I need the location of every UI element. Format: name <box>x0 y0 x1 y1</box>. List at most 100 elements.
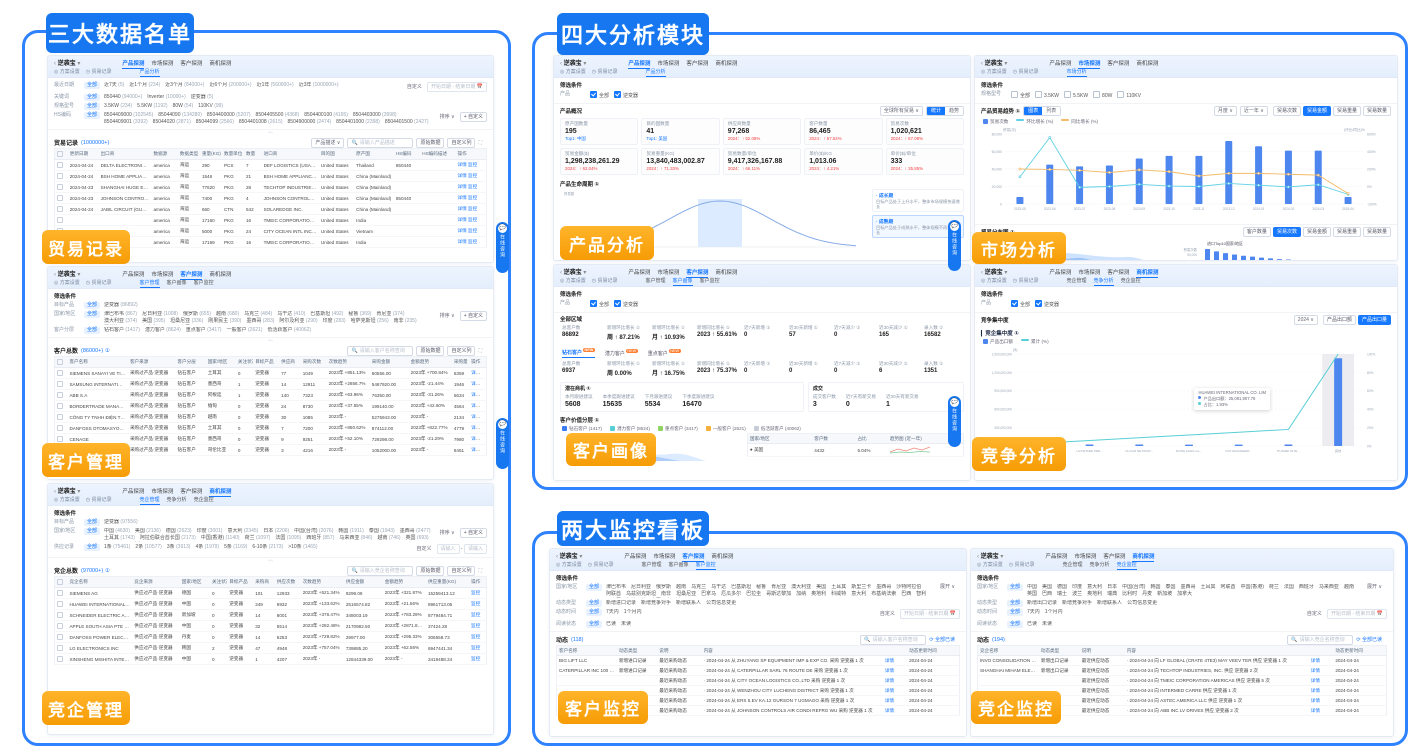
expand-table-icon[interactable]: ⛶ <box>478 567 482 574</box>
filter-all-chip[interactable]: 全部 <box>84 302 101 309</box>
table-row[interactable]: BIG LIFT LLC 新增进口记录 最近采购动态 · 2024-04-24 从 Z… <box>556 655 960 666</box>
sort-link[interactable]: 排序 ∨ <box>439 114 455 120</box>
column-header[interactable]: 供应重量(KG) <box>425 576 470 588</box>
filter-option[interactable]: 85044090 (134280) <box>158 112 202 118</box>
checkbox-icon[interactable] <box>590 91 597 98</box>
filter-option[interactable]: 尼日利亚 <box>631 584 652 590</box>
filter-option[interactable]: 新增进口记录 <box>606 600 637 606</box>
filter-option[interactable]: 逆变器 (97556) <box>104 519 138 525</box>
trade-scope-select[interactable]: 全球所有贸易 ∨ <box>879 106 923 116</box>
tab-客户探测[interactable]: 客户探测 <box>682 553 705 562</box>
tab-市场探测[interactable]: 市场探测 <box>1078 269 1101 276</box>
legend-item[interactable]: 一般客户 (2621) <box>705 426 746 432</box>
action-link-监控[interactable]: 监控 <box>468 239 478 244</box>
filter-option[interactable]: 英国 <box>1027 591 1038 597</box>
action-link-监控[interactable]: 监控 <box>468 162 478 167</box>
chat-widget[interactable]: 💬 在线咨询 <box>496 222 509 273</box>
range-input-max[interactable]: 请输入 <box>463 544 487 554</box>
filter-option[interactable]: 3.5KW (234) <box>104 103 133 109</box>
action-link-监控[interactable]: 监控 <box>481 392 487 397</box>
column-header[interactable]: 操作 <box>469 356 487 368</box>
filter-all-chip[interactable]: 全部 <box>84 103 101 110</box>
column-header[interactable]: 客户名称 <box>67 356 128 368</box>
action-link-详情[interactable]: 详情 <box>1310 657 1320 663</box>
row-checkbox[interactable] <box>57 172 63 179</box>
tab-市场探测[interactable]: 市场探测 <box>151 60 174 67</box>
action-link-详情[interactable]: 详情 <box>471 447 481 452</box>
column-header[interactable]: 重量(KG) <box>199 148 222 160</box>
filter-option[interactable]: 美国 <box>816 584 827 590</box>
column-header[interactable]: 国家/地区 <box>205 356 236 368</box>
filter-option[interactable]: 荷兰 <box>1268 584 1279 590</box>
filter-option[interactable]: 乌干达 <box>711 584 727 590</box>
action-link-详情[interactable]: 详情 <box>471 403 481 408</box>
app-brand[interactable]: ‹ 逆袭宝 ▾ <box>560 61 587 67</box>
filter-option[interactable]: 5.5KW <box>1064 91 1088 100</box>
filter-option[interactable]: 8504400100 (4165) <box>304 112 348 118</box>
customize-button[interactable]: + 自定义 <box>459 311 487 321</box>
raw-data-button[interactable]: 原始数据 <box>416 137 445 148</box>
checkbox-icon[interactable] <box>1011 91 1018 98</box>
subtab-竞争分析[interactable]: 竞争分析 <box>166 497 187 503</box>
filter-option[interactable]: 已读 <box>606 621 617 627</box>
checkbox-icon[interactable] <box>1064 91 1072 98</box>
table-row[interactable]: SHANGHAI MIHAM ELECTRICA..新增出口记录最近供应动态· … <box>977 665 1387 676</box>
row-checkbox[interactable] <box>57 600 63 607</box>
tier-tab-钻石客户[interactable]: 钻石客户 NEW <box>562 348 595 358</box>
metric-button-贸易重量[interactable]: 贸易重量 <box>1332 106 1361 116</box>
filter-option[interactable]: 巴西 <box>1042 591 1053 597</box>
subtab-客户画像[interactable]: 客户画像 <box>672 278 693 286</box>
subtab-客户管理[interactable]: 客户管理 <box>645 278 666 284</box>
tab-市场探测[interactable]: 市场探测 <box>653 553 676 560</box>
row-checkbox[interactable] <box>57 435 63 442</box>
action-link-详情[interactable]: 详情 <box>1310 667 1320 673</box>
column-header[interactable]: 内容 <box>701 645 883 656</box>
action-link-详情[interactable]: 详情 <box>471 392 481 397</box>
row-checkbox[interactable] <box>57 633 63 640</box>
legend-item[interactable]: 环比增长 (%) <box>1016 119 1053 125</box>
metric-button-贸易次数[interactable]: 贸易次数 <box>1272 227 1301 237</box>
tier-tab-重点客户[interactable]: 重点客户 NEW <box>647 349 681 357</box>
action-link-监控[interactable]: 监控 <box>471 656 481 661</box>
filter-all-chip[interactable]: 全部 <box>84 112 101 119</box>
filter-option[interactable]: 全部 <box>590 300 609 309</box>
filter-option[interactable]: 中国(香港) (1140) <box>200 535 240 541</box>
filter-option[interactable]: 巴拿马 <box>701 591 717 597</box>
column-header[interactable]: 客户名称 <box>556 645 617 656</box>
filter-option[interactable]: 新增竞争对手 <box>641 600 672 606</box>
app-brand[interactable]: ‹ 逆袭宝 ▾ <box>560 270 587 276</box>
checkbox-icon[interactable] <box>1117 91 1125 98</box>
table-row[interactable]: HUAWEI INTERNATIONAL CO. LIM供应过产品·逆变器中国0… <box>54 598 487 610</box>
filter-option[interactable]: 85044099 (2566) <box>195 119 234 125</box>
legend-item[interactable]: 累计 (%) <box>1020 339 1049 345</box>
row-checkbox[interactable] <box>57 611 63 618</box>
column-header[interactable]: 数量单位 <box>221 148 244 160</box>
action-link-监控[interactable]: 监控 <box>471 645 481 650</box>
filter-option[interactable]: 美国 (395) <box>142 318 166 324</box>
filter-option[interactable]: 8504900000 (2474) <box>287 119 332 125</box>
filter-option[interactable]: 德国 <box>1057 584 1068 590</box>
table-row[interactable]: SCHNEIDER ELECTRIC ASIA PTE LT供应过产品·逆变器新… <box>54 609 487 621</box>
chat-widget[interactable]: 💬 在线咨询 <box>948 220 961 271</box>
filter-option[interactable]: 逆变器 <box>614 91 638 100</box>
checkbox-icon[interactable] <box>1035 300 1043 307</box>
filter-option[interactable]: 新增联系人 <box>676 600 702 606</box>
filter-option[interactable]: 墨西哥 <box>876 584 892 590</box>
action-link-详情[interactable]: 详情 <box>1310 697 1320 703</box>
column-header[interactable]: 操作 <box>469 576 487 588</box>
column-header[interactable]: 原产国 <box>354 148 394 160</box>
tab-产品探测[interactable]: 产品探测 <box>628 60 651 69</box>
filter-option[interactable]: 奥地利 <box>811 591 827 597</box>
filter-option[interactable]: 肯尼亚 (374) <box>376 311 405 317</box>
trade-records-link[interactable]: ◷ 贸易记录 <box>591 69 618 75</box>
filter-option[interactable]: 墨西哥 <box>1180 584 1196 590</box>
action-link-详情[interactable]: 详情 <box>471 425 481 430</box>
filter-option[interactable]: 未读 <box>1042 621 1053 627</box>
search-input[interactable]: 🔍 请输入产品描述 <box>347 137 414 148</box>
subtab-竞企管理[interactable]: 竞企管理 <box>139 497 160 505</box>
filter-option[interactable]: 8504401008 (2615) <box>238 119 283 125</box>
filter-option[interactable]: 一般客户 (2621) <box>226 327 263 333</box>
